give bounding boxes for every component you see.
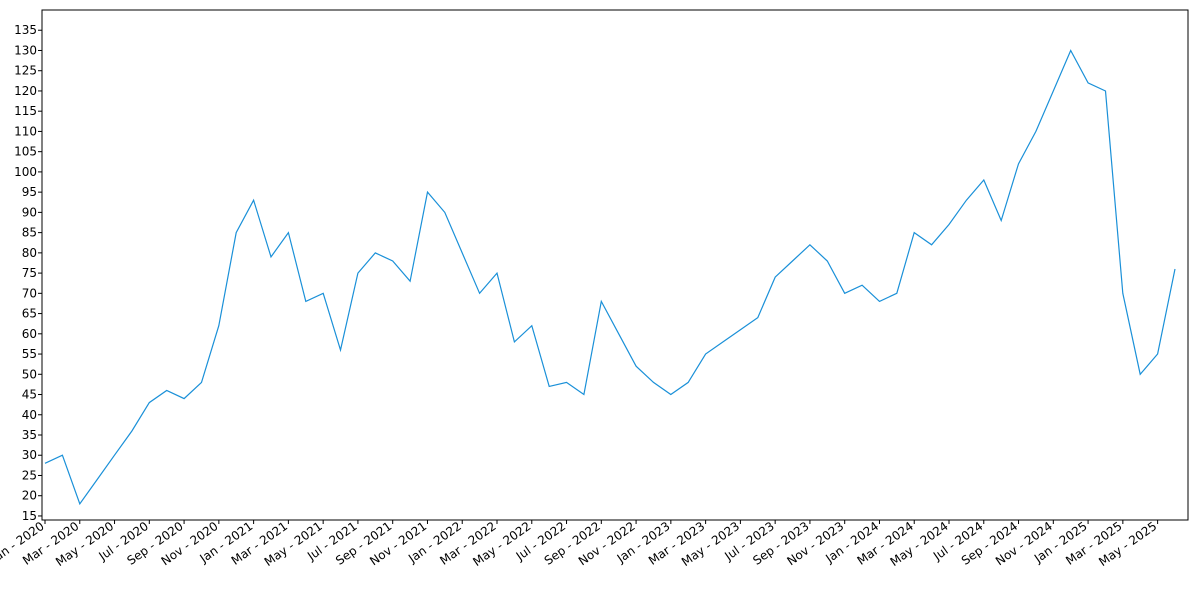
y-tick-label: 75 xyxy=(22,266,37,280)
y-tick-label: 60 xyxy=(22,327,37,341)
data-line xyxy=(44,49,1176,506)
y-tick-label: 70 xyxy=(22,286,37,300)
y-tick-label: 65 xyxy=(22,307,37,321)
y-tick-label: 125 xyxy=(14,64,37,78)
y-tick-label: 110 xyxy=(14,124,37,138)
plot-frame xyxy=(41,9,1189,521)
y-tick-label: 55 xyxy=(22,347,37,361)
y-tick-label: 35 xyxy=(22,428,37,442)
y-tick-label: 105 xyxy=(14,145,37,159)
y-tick-label: 100 xyxy=(14,165,37,179)
y-tick-label: 135 xyxy=(14,23,37,37)
y-tick-label: 30 xyxy=(22,448,37,462)
y-tick-label: 15 xyxy=(22,509,37,523)
y-tick-label: 85 xyxy=(22,226,37,240)
y-tick-label: 120 xyxy=(14,84,37,98)
y-tick-label: 50 xyxy=(22,367,37,381)
y-tick-label: 25 xyxy=(22,468,37,482)
y-tick-label: 115 xyxy=(14,104,37,118)
y-tick-label: 95 xyxy=(22,185,37,199)
y-tick-label: 80 xyxy=(22,246,37,260)
y-tick-label: 20 xyxy=(22,489,37,503)
y-tick-label: 130 xyxy=(14,43,37,57)
y-tick-label: 45 xyxy=(22,388,37,402)
y-tick-label: 90 xyxy=(22,205,37,219)
y-tick-label: 40 xyxy=(22,408,37,422)
